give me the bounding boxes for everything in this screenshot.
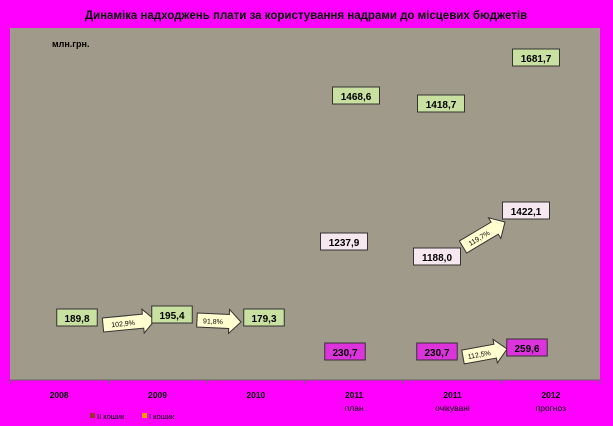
x-tick-label: 2011 — [443, 390, 462, 400]
x-tick-label: 2010 — [246, 390, 265, 400]
data-label: 1188,0 — [413, 247, 461, 266]
growth-arrow: 102,9% — [101, 308, 156, 335]
data-label: 1468,6 — [332, 86, 380, 105]
svg-text:1468,6: 1468,6 — [341, 92, 372, 103]
chart-title: Динаміка надходжень плати за користуванн… — [85, 10, 527, 22]
x-axis-ticks: 2008 2009 2010 2011 план 2011 очікувані 2012 про… — [9, 380, 601, 413]
svg-text:230,7: 230,7 — [424, 348, 449, 359]
data-label: 1237,9 — [320, 232, 368, 251]
growth-arrow-label: 112,5% — [467, 350, 491, 361]
svg-text:1188,0: 1188,0 — [422, 253, 452, 264]
data-labels: 189,8 195,4 179,3 1237,9 1188,0 1422,1 1468,6 1… — [56, 48, 560, 361]
x-tick-label: 2011 — [345, 390, 364, 400]
svg-text:1418,7: 1418,7 — [426, 100, 457, 111]
svg-text:259,6: 259,6 — [514, 344, 539, 355]
x-tick-sublabel: план — [345, 403, 364, 413]
legend-label: I кошик — [149, 412, 175, 421]
data-label: 179,3 — [243, 308, 285, 327]
x-tick-label: 2012 — [541, 390, 560, 400]
data-label: 1681,7 — [512, 48, 560, 67]
svg-text:179,3: 179,3 — [251, 314, 276, 325]
svg-text:1681,7: 1681,7 — [521, 54, 552, 65]
data-label: 1422,1 — [502, 201, 550, 220]
data-label: 230,7 — [324, 342, 366, 361]
data-label: 259,6 — [506, 338, 548, 357]
growth-arrow-label: 91,8% — [203, 318, 223, 326]
legend: II кошик I кошик — [90, 412, 175, 421]
svg-text:230,7: 230,7 — [332, 348, 357, 359]
data-label: 195,4 — [151, 305, 193, 324]
growth-arrow-label: 102,9% — [111, 320, 135, 329]
data-label: 230,7 — [416, 342, 458, 361]
legend-swatch — [142, 413, 147, 418]
svg-text:195,4: 195,4 — [159, 311, 184, 322]
legend-swatch — [90, 413, 95, 418]
growth-arrow: 91,8% — [196, 308, 242, 335]
svg-text:1422,1: 1422,1 — [511, 207, 542, 218]
x-tick-sublabel: очікувані — [435, 403, 470, 413]
data-label: 1418,7 — [417, 94, 465, 113]
svg-text:1237,9: 1237,9 — [329, 238, 360, 249]
x-tick-label: 2009 — [148, 390, 167, 400]
growth-arrows: 102,9% 91,8%119,7%112,5% — [101, 217, 508, 365]
x-tick-label: 2008 — [50, 390, 69, 400]
growth-arrow: 112,5% — [461, 338, 508, 365]
data-label: 189,8 — [56, 308, 98, 327]
svg-text:189,8: 189,8 — [64, 314, 89, 325]
unit-label: млн.грн. — [52, 39, 90, 49]
x-tick-sublabel: прогноз — [536, 403, 566, 413]
legend-label: II кошик — [97, 412, 125, 421]
